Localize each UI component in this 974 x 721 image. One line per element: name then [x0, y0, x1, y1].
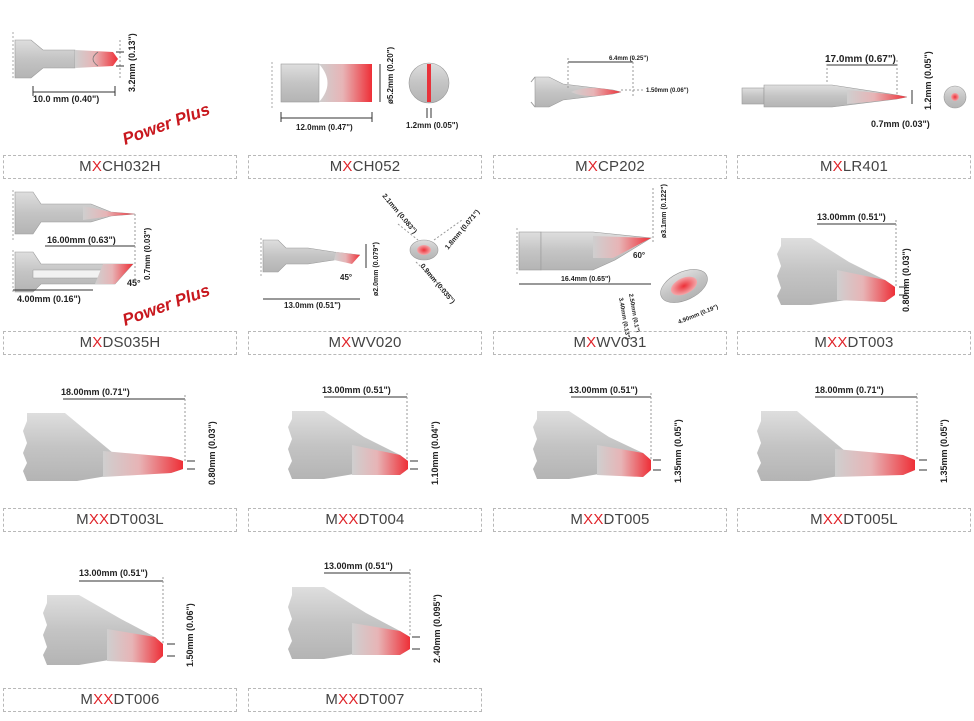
dim-a: 2.1mm (0.083"): [380, 193, 417, 236]
dim-angle: 60°: [633, 251, 645, 260]
dim-width: 1.2mm (0.05"): [923, 51, 933, 110]
dim-width: 1.10mm (0.04"): [430, 421, 440, 485]
dim-width: 2.40mm (0.095"): [432, 594, 442, 663]
dim-b: 1.8mm (0.071"): [444, 209, 481, 252]
dim-length: 10.0 mm (0.40"): [33, 94, 99, 104]
tip-caption: MXWV031: [493, 331, 727, 355]
tip-caption: MXXDT003: [737, 331, 971, 355]
dim-length: 18.00mm (0.71"): [61, 387, 130, 397]
dim-width: 3.2mm (0.13"): [127, 33, 137, 92]
dim-length: 13.00mm (0.51"): [817, 212, 886, 222]
dim-length: 12.0mm (0.47"): [296, 123, 353, 132]
dim-length: 13.00mm (0.51"): [79, 568, 148, 578]
dim-width: 1.35mm (0.05"): [673, 419, 683, 483]
tip-drawing-mxxdt004: 13.00mm (0.51") 1.10mm (0.04"): [288, 385, 440, 485]
tip-drawing-mxwv031: 60° 16.4mm (0.65") ø3.1mm (0.122") 2.50m…: [516, 184, 720, 340]
dim-diameter: ø2.0mm (0.079"): [373, 242, 380, 296]
tip-drawing-mxch052: 12.0mm (0.47") ø5.2mm (0.20") 1.2mm (0.0…: [271, 47, 459, 132]
tip-caption: MXCH052: [248, 155, 482, 179]
dim-angle: 45°: [127, 278, 141, 288]
tip-caption: MXXDT004: [248, 508, 482, 532]
tip-caption: MXCH032H: [3, 155, 237, 179]
dim-diameter: ø3.1mm (0.122"): [661, 184, 668, 238]
dim-angle: 45°: [340, 273, 352, 282]
dim-c: 4.90mm (0.19"): [678, 304, 720, 326]
tip-drawing-mxxdt003: 13.00mm (0.51") 0.80mm (0.03"): [777, 212, 911, 312]
dim-diameter: ø5.2mm (0.20"): [386, 47, 395, 104]
tip-drawing-mxxdt007: 13.00mm (0.51") 2.40mm (0.095"): [288, 561, 442, 663]
dim-width: 1.50mm (0.06"): [185, 603, 195, 667]
tip-caption: MXXDT003L: [3, 508, 237, 532]
tip-caption: MXDS035H: [3, 331, 237, 355]
tip-caption: MXXDT005: [493, 508, 727, 532]
dim-width: 0.80mm (0.03"): [901, 248, 911, 312]
dim-width: 0.80mm (0.03"): [207, 421, 217, 485]
tip-drawing-mxch032h: 10.0 mm (0.40") 3.2mm (0.13") Power Plus: [12, 32, 213, 149]
tip-drawing-mxlr401: 17.0mm (0.67") 1.2mm (0.05") 0.7mm (0.03…: [741, 51, 967, 129]
tip-drawing-mxwv020: 45° 13.0mm (0.51") ø2.0mm (0.079") 2.1mm…: [260, 193, 481, 310]
tip-caption: MXLR401: [737, 155, 971, 179]
dim-length: 13.0mm (0.51"): [284, 301, 341, 310]
dim-length: 16.00mm (0.63"): [47, 235, 116, 245]
power-plus-watermark: Power Plus: [120, 100, 213, 149]
dim-length: 17.0mm (0.67"): [825, 54, 896, 65]
tip-caption: MXCP202: [493, 155, 727, 179]
tip-drawing-mxxdt003l: 18.00mm (0.71") 0.80mm (0.03"): [23, 387, 217, 485]
dim-width: 0.7mm (0.03"): [143, 227, 152, 280]
dim-length: 6.4mm (0.25"): [609, 56, 648, 62]
tip-caption: MXWV020: [248, 331, 482, 355]
tip-drawing-mxxdt005: 13.00mm (0.51") 1.35mm (0.05"): [533, 385, 683, 483]
dim-length: 13.00mm (0.51"): [569, 385, 638, 395]
dim-c: 0.9mm (0.035"): [418, 263, 455, 306]
tip-drawing-mxxdt005l: 18.00mm (0.71") 1.35mm (0.05"): [757, 385, 949, 483]
tip-caption: MXXDT005L: [737, 508, 971, 532]
dim-blade: 4.00mm (0.16"): [17, 294, 81, 304]
tip-drawing-mxxdt006: 13.00mm (0.51") 1.50mm (0.06"): [43, 568, 195, 667]
dim-width: 1.35mm (0.05"): [939, 419, 949, 483]
dim-length: 16.4mm (0.65"): [561, 276, 611, 283]
dim-length: 18.00mm (0.71"): [815, 385, 884, 395]
dim-length: 13.00mm (0.51"): [324, 561, 393, 571]
dim-width: 1.50mm (0.06"): [646, 88, 689, 94]
tip-caption: MXXDT007: [248, 688, 482, 712]
dim-tip: 0.7mm (0.03"): [871, 119, 930, 129]
tip-drawing-mxds035h: 16.00mm (0.63") 0.7mm (0.03") 45° 4.00mm…: [12, 190, 212, 330]
dim-thickness: 1.2mm (0.05"): [406, 121, 459, 130]
dim-length: 13.00mm (0.51"): [322, 385, 391, 395]
tip-caption: MXXDT006: [3, 688, 237, 712]
tip-drawing-mxcp202: 6.4mm (0.25") 1.50mm (0.06"): [530, 56, 689, 108]
